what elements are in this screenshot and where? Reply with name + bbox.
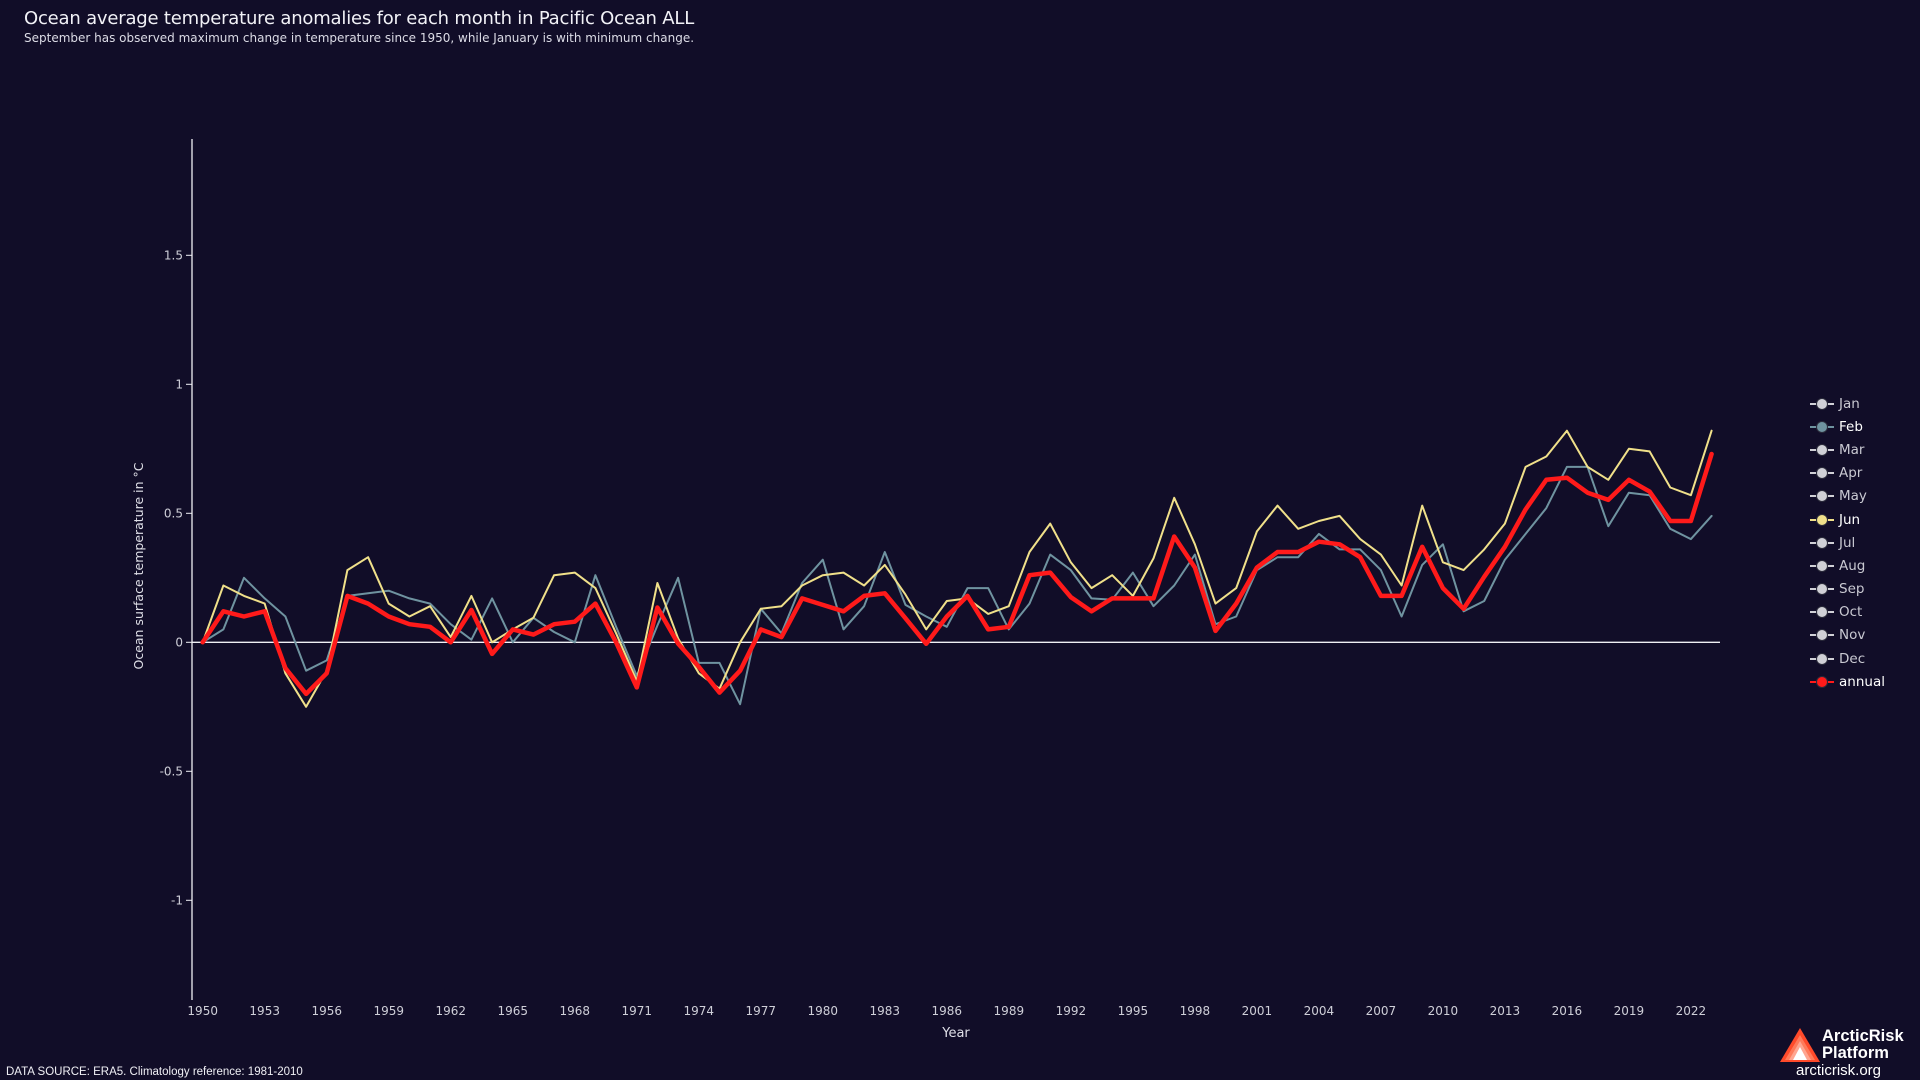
y-tick-label: -1 — [171, 893, 183, 907]
brand-name-line2: Platform — [1822, 1044, 1889, 1062]
legend-item-feb[interactable]: Feb — [1810, 415, 1885, 438]
brand-url-link[interactable]: arcticrisk.org — [1796, 1062, 1882, 1079]
x-tick-label: 1962 — [435, 1004, 466, 1018]
y-tick-label: 0.5 — [164, 506, 183, 520]
legend-marker-icon — [1810, 582, 1834, 596]
x-tick-label: 1986 — [932, 1004, 963, 1018]
x-tick-label: 1989 — [994, 1004, 1025, 1018]
arcticrisk-brand[interactable]: ArcticRisk Platform arcticrisk.org — [1780, 1028, 1920, 1080]
legend-label: Mar — [1839, 441, 1865, 458]
legend-item-oct[interactable]: Oct — [1810, 601, 1885, 624]
chart-axes: -1 -0.5 0 0.5 1 1.5 Ocean surface temperature … — [131, 139, 1720, 1041]
legend-label: Jun — [1839, 511, 1861, 528]
x-axis-title: Year — [941, 1026, 970, 1041]
x-tick-label: 1959 — [373, 1004, 404, 1018]
x-tick-label: 2001 — [1242, 1004, 1273, 1018]
legend-marker-icon — [1810, 513, 1834, 527]
series-line-annual — [200, 451, 1714, 697]
legend-label: Oct — [1839, 604, 1863, 621]
legend-marker-icon — [1810, 420, 1834, 434]
x-tick-label: 1977 — [746, 1004, 777, 1018]
legend-label: Sep — [1839, 581, 1865, 598]
x-tick-label: 2007 — [1366, 1004, 1397, 1018]
x-tick-label: 2004 — [1304, 1004, 1335, 1018]
data-source-note: DATA SOURCE: ERA5. Climatology reference… — [6, 1066, 303, 1078]
chart-subtitle: September has observed maximum change in… — [24, 31, 695, 45]
legend-item-sep[interactable]: Sep — [1810, 578, 1885, 601]
y-tick-label: -0.5 — [160, 764, 183, 778]
legend-label: Apr — [1839, 465, 1863, 482]
legend-marker-icon — [1810, 536, 1834, 550]
x-tick-label: 2019 — [1614, 1004, 1645, 1018]
x-tick-label: 1992 — [1056, 1004, 1087, 1018]
chart-title: Ocean average temperature anomalies for … — [24, 8, 695, 29]
legend-marker-icon — [1810, 489, 1834, 503]
x-tick-label: 2016 — [1552, 1004, 1583, 1018]
legend-marker-icon — [1810, 652, 1834, 666]
x-tick-label: 1995 — [1118, 1004, 1149, 1018]
x-tick-label: 2022 — [1676, 1004, 1707, 1018]
legend-item-aug[interactable]: Aug — [1810, 554, 1885, 577]
arcticrisk-logo-icon — [1780, 1028, 1820, 1062]
legend-marker-icon — [1810, 628, 1834, 642]
brand-name-line1: ArcticRisk — [1822, 1027, 1904, 1045]
legend-label: Nov — [1839, 627, 1866, 644]
legend-label: Jul — [1839, 534, 1856, 551]
x-tick-label: 1974 — [684, 1004, 715, 1018]
x-tick-label: 1971 — [621, 1004, 652, 1018]
legend-label: Aug — [1839, 557, 1866, 574]
legend-marker-icon — [1810, 443, 1834, 457]
x-tick-label: 2010 — [1428, 1004, 1459, 1018]
x-tick-label: 1965 — [497, 1004, 528, 1018]
x-tick-label: 1950 — [187, 1004, 218, 1018]
chart-lines — [200, 429, 1714, 708]
legend-item-apr[interactable]: Apr — [1810, 462, 1885, 485]
legend-label: May — [1839, 488, 1867, 505]
legend-label: Jan — [1839, 395, 1860, 412]
y-tick-label: 1 — [175, 377, 183, 391]
legend-label: Feb — [1839, 418, 1863, 435]
x-tick-label: 1968 — [559, 1004, 590, 1018]
legend-marker-icon — [1810, 466, 1834, 480]
y-tick-label: 0 — [175, 635, 183, 649]
legend-item-may[interactable]: May — [1810, 485, 1885, 508]
series-line-feb — [201, 465, 1713, 706]
x-tick-label: 1956 — [311, 1004, 342, 1018]
legend-label: annual — [1839, 673, 1885, 690]
legend-label: Dec — [1839, 650, 1866, 667]
brand-name: ArcticRisk Platform — [1822, 1028, 1904, 1062]
x-tick-label: 2013 — [1490, 1004, 1521, 1018]
legend-marker-icon — [1810, 675, 1834, 689]
chart-legend: Jan Feb Mar Apr May Jun Jul Aug Sep Oct Nov Dec annu… — [1810, 392, 1885, 693]
legend-item-nov[interactable]: Nov — [1810, 624, 1885, 647]
legend-item-jul[interactable]: Jul — [1810, 531, 1885, 554]
legend-marker-icon — [1810, 605, 1834, 619]
series-line-jun — [201, 429, 1713, 708]
legend-marker-icon — [1810, 397, 1834, 411]
x-tick-label: 1998 — [1180, 1004, 1211, 1018]
y-axis-title: Ocean surface temperature in °C — [131, 462, 146, 669]
legend-item-jan[interactable]: Jan — [1810, 392, 1885, 415]
legend-marker-icon — [1810, 559, 1834, 573]
x-tick-label: 1983 — [870, 1004, 901, 1018]
legend-item-jun[interactable]: Jun — [1810, 508, 1885, 531]
x-tick-label: 1953 — [249, 1004, 280, 1018]
y-tick-label: 1.5 — [164, 248, 183, 262]
x-tick-label: 1980 — [808, 1004, 839, 1018]
legend-item-annual[interactable]: annual — [1810, 670, 1885, 693]
legend-item-mar[interactable]: Mar — [1810, 438, 1885, 461]
legend-item-dec[interactable]: Dec — [1810, 647, 1885, 670]
